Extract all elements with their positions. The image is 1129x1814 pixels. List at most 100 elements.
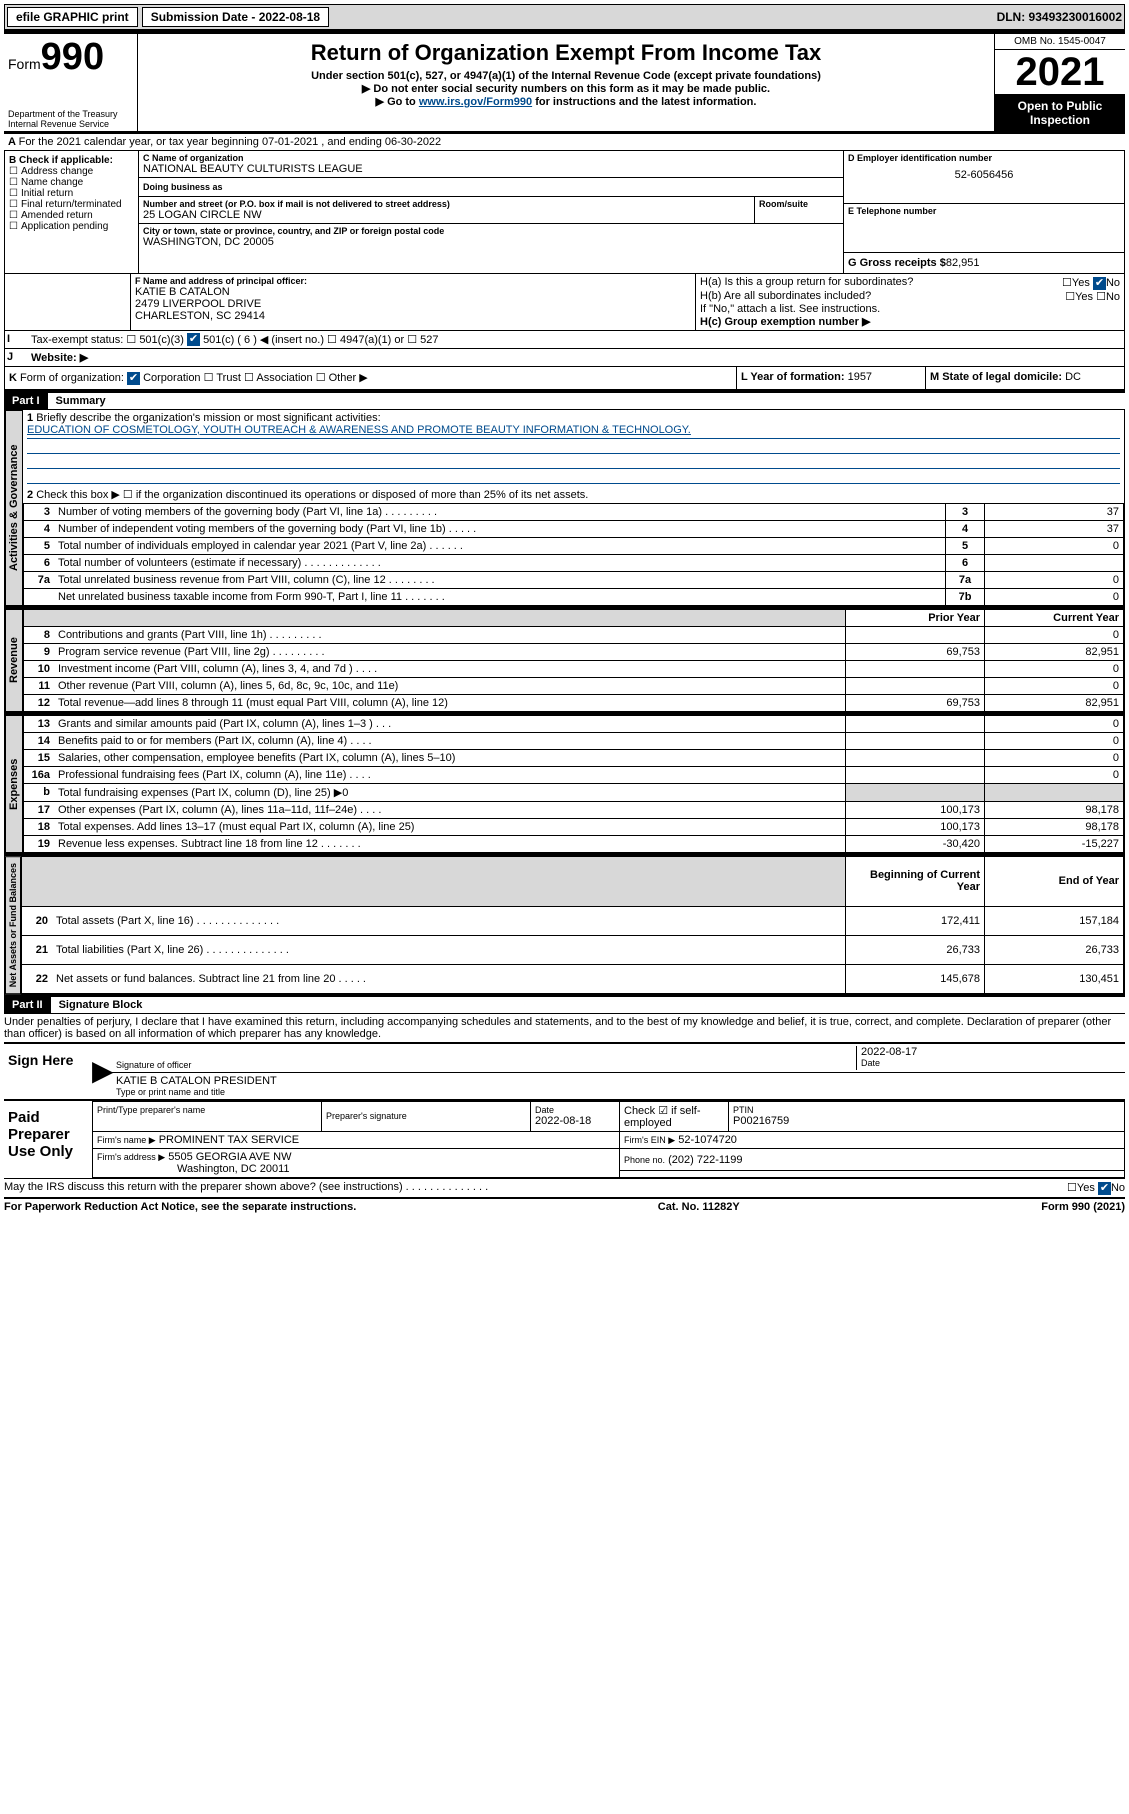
table-row: 18Total expenses. Add lines 13–17 (must … [24,818,1124,835]
paid-preparer-label: Paid Preparer Use Only [4,1101,92,1178]
check-initial-return[interactable]: Initial return [9,188,134,199]
table-row: 10Investment income (Part VIII, column (… [24,660,1124,677]
table-row: 9Program service revenue (Part VIII, lin… [24,643,1124,660]
gross-receipts-label: G Gross receipts $ [848,257,946,269]
table-row: 17Other expenses (Part IX, column (A), l… [24,801,1124,818]
expenses-tab: Expenses [5,715,23,853]
part2-title: Signature Block [59,999,143,1011]
declaration-text: Under penalties of perjury, I declare th… [4,1013,1125,1042]
room-label: Room/suite [759,199,839,209]
501c-check[interactable]: ✔ [187,333,200,346]
begin-year-hdr: Beginning of Current Year [846,856,985,906]
sig-date-label: Date [861,1058,1121,1068]
check-amended[interactable]: Amended return [9,210,134,221]
table-row: 15Salaries, other compensation, employee… [24,749,1124,766]
pra-notice: For Paperwork Reduction Act Notice, see … [4,1201,356,1213]
open-to-public: Open to Public Inspection [995,95,1125,131]
hc-label: H(c) Group exemption number ▶ [700,315,1120,328]
check-app-pending[interactable]: Application pending [9,221,134,232]
table-row: 7aTotal unrelated business revenue from … [24,571,1124,588]
sign-here-label: Sign Here [4,1044,92,1099]
addr-label: Number and street (or P.O. box if mail i… [143,199,750,209]
part1-header: Part I [4,393,48,409]
hb-label: H(b) Are all subordinates included? [700,290,871,303]
form-footer: Form 990 (2021) [1041,1201,1125,1213]
activities-tab: Activities & Governance [5,410,23,606]
revenue-tab: Revenue [5,609,23,712]
cat-no: Cat. No. 11282Y [658,1201,740,1213]
tax-year: 2021 [995,50,1125,95]
mission-text[interactable]: EDUCATION OF COSMETOLOGY, YOUTH OUTREACH… [27,424,691,436]
city-state-zip: WASHINGTON, DC 20005 [143,236,444,248]
line2-text: Check this box ▶ ☐ if the organization d… [36,489,588,501]
firm-addr2: Washington, DC 20011 [177,1163,290,1175]
org-name-label: C Name of organization [143,153,839,163]
part2-header: Part II [4,997,51,1013]
efile-print-button[interactable]: efile GRAPHIC print [7,7,138,27]
table-row: Net unrelated business taxable income fr… [24,588,1124,605]
dln-label: DLN: 93493230016002 [997,10,1122,24]
corp-check[interactable]: ✔ [127,372,140,385]
dept-treasury: Department of the Treasury [8,109,133,119]
table-row: 14Benefits paid to or for members (Part … [24,732,1124,749]
street-address: 25 LOGAN CIRCLE NW [143,209,750,221]
officer-addr2: CHARLESTON, SC 29414 [135,310,691,322]
officer-name: KATIE B CATALON [135,286,691,298]
firm-name: PROMINENT TAX SERVICE [159,1134,299,1146]
table-row: 8Contributions and grants (Part VIII, li… [24,626,1124,643]
submission-date-button[interactable]: Submission Date - 2022-08-18 [142,7,329,27]
form-prefix: Form [8,56,41,72]
website-line: Website: ▶ [29,349,1124,366]
netassets-tab: Net Assets or Fund Balances [5,856,21,994]
hb-note: If "No," attach a list. See instructions… [700,303,1120,315]
may-discuss-text: May the IRS discuss this return with the… [4,1181,488,1195]
table-row: 5Total number of individuals employed in… [24,537,1124,554]
form-subtitle: Under section 501(c), 527, or 4947(a)(1)… [146,70,986,82]
efile-topbar: efile GRAPHIC print Submission Date - 20… [4,4,1125,30]
sig-date: 2022-08-17 [861,1046,1121,1058]
ha-no-check[interactable]: ✔ [1093,277,1106,290]
check-address-change[interactable]: Address change [9,166,134,177]
form-number: 990 [41,36,104,78]
table-row: 4Number of independent voting members of… [24,520,1124,537]
preparer-date: 2022-08-18 [535,1115,615,1127]
officer-addr1: 2479 LIVERPOOL DRIVE [135,298,691,310]
type-name-label: Type or print name and title [116,1087,277,1097]
firm-phone: (202) 722-1199 [668,1154,742,1166]
sig-officer-label: Signature of officer [116,1060,856,1070]
table-row: 21Total liabilities (Part X, line 26) . … [22,935,1124,964]
form-header: Form990 Department of the Treasury Inter… [4,30,1125,133]
table-row: 3Number of voting members of the governi… [24,503,1124,520]
city-label: City or town, state or province, country… [143,226,444,236]
firm-addr1: 5505 GEORGIA AVE NW [168,1151,291,1163]
dba-label: Doing business as [143,182,223,192]
irs-label: Internal Revenue Service [8,119,133,129]
check-final-return[interactable]: Final return/terminated [9,199,134,210]
table-row: 11Other revenue (Part VIII, column (A), … [24,677,1124,694]
discuss-no-check[interactable]: ✔ [1098,1182,1111,1195]
table-row: 19Revenue less expenses. Subtract line 1… [24,835,1124,852]
state-domicile: DC [1065,371,1081,383]
org-name: NATIONAL BEAUTY CULTURISTS LEAGUE [143,163,839,175]
form-title: Return of Organization Exempt From Incom… [146,40,986,66]
table-row: bTotal fundraising expenses (Part IX, co… [24,783,1124,801]
ha-label: H(a) Is this a group return for subordin… [700,276,913,290]
officer-name-title: KATIE B CATALON PRESIDENT [116,1075,277,1087]
prior-year-hdr: Prior Year [846,609,985,626]
goto-pre: ▶ Go to [376,96,419,108]
part1-title: Summary [56,395,106,407]
table-row: 16aProfessional fundraising fees (Part I… [24,766,1124,783]
check-name-change[interactable]: Name change [9,177,134,188]
ein-value: 52-6056456 [848,163,1120,181]
firm-ein: 52-1074720 [678,1134,737,1146]
ein-label: D Employer identification number [848,153,1120,163]
irs-form990-link[interactable]: www.irs.gov/Form990 [419,96,532,108]
omb-number: OMB No. 1545-0047 [995,34,1125,50]
current-year-hdr: Current Year [985,609,1124,626]
goto-post: for instructions and the latest informat… [532,96,756,108]
phone-label: E Telephone number [848,206,936,250]
tax-year-line: A For the 2021 calendar year, or tax yea… [4,133,1125,150]
table-row: 12Total revenue—add lines 8 through 11 (… [24,694,1124,711]
gross-receipts-value: 82,951 [946,257,980,269]
table-row: 13Grants and similar amounts paid (Part … [24,715,1124,732]
